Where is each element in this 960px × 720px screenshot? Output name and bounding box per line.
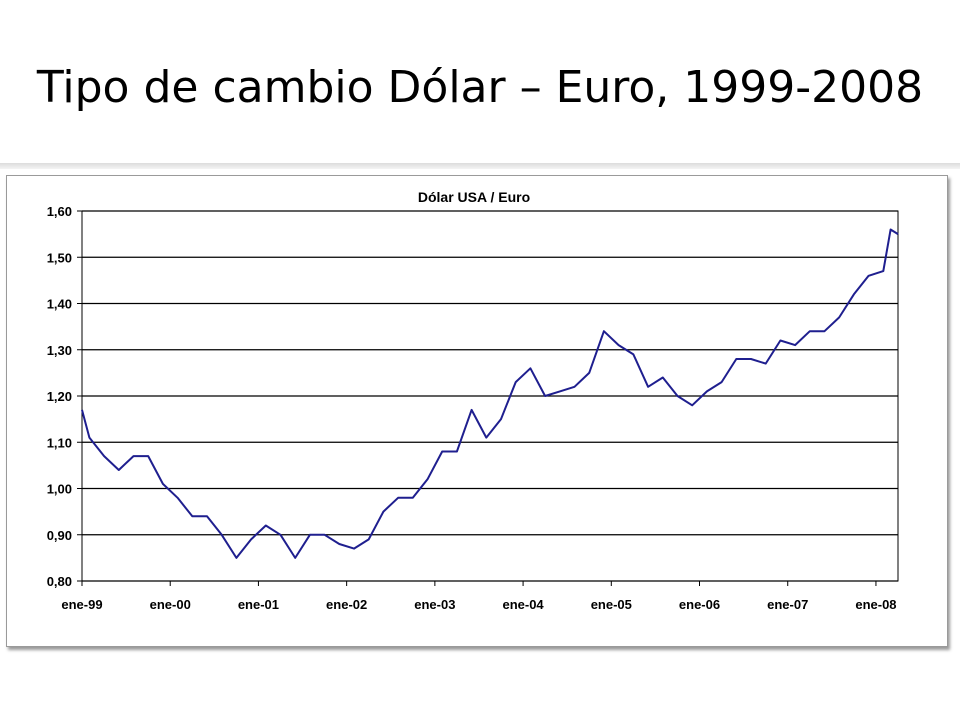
- x-tick-label: ene-02: [326, 597, 367, 612]
- x-tick-label: ene-03: [414, 597, 455, 612]
- x-tick-label: ene-05: [591, 597, 632, 612]
- x-tick-label: ene-08: [855, 597, 896, 612]
- y-tick-label: 0,80: [47, 574, 72, 589]
- y-tick-label: 1,20: [47, 389, 72, 404]
- x-axis: ene-99 ene-00 ene-01 ene-02 ene-03 ene-04 ene-…: [61, 581, 897, 612]
- y-tick-label: 1,50: [47, 250, 72, 265]
- x-tick-label: ene-01: [238, 597, 279, 612]
- y-tick-label: 1,40: [47, 297, 72, 312]
- y-tick-label: 1,30: [47, 343, 72, 358]
- grid-lines: [82, 210, 898, 582]
- x-tick-label: ene-04: [502, 597, 544, 612]
- chart-title: Dólar USA / Euro: [418, 189, 530, 205]
- series-layer: [81, 228, 899, 559]
- y-tick-label: 1,60: [47, 204, 72, 219]
- x-tick-label: ene-06: [679, 597, 720, 612]
- chart-frame: Dólar USA / Euro 0,80 0,90 1,00 1,10 1,20 1,3…: [6, 175, 948, 647]
- y-tick-label: 1,10: [47, 435, 72, 450]
- y-tick-label: 0,90: [47, 528, 72, 543]
- x-tick-label: ene-00: [150, 597, 191, 612]
- slide-title: Tipo de cambio Dólar – Euro, 1999-2008: [36, 62, 924, 113]
- y-axis: 0,80 0,90 1,00 1,10 1,20 1,30 1,40 1,50 1,60: [47, 204, 82, 589]
- x-tick-label: ene-99: [61, 597, 102, 612]
- title-divider: [0, 163, 960, 169]
- line-chart: Dólar USA / Euro 0,80 0,90 1,00 1,10 1,20 1,3…: [47, 189, 899, 612]
- y-tick-label: 1,00: [47, 482, 72, 497]
- x-tick-label: ene-07: [767, 597, 808, 612]
- series-line: [81, 228, 899, 559]
